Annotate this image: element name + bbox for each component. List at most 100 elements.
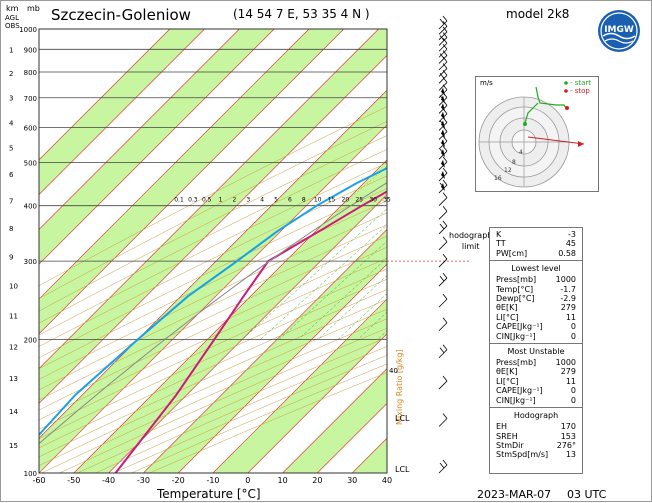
unstable-key: CIN[Jkg⁻¹]: [496, 395, 536, 405]
pressure-tick-label: 800: [24, 69, 37, 77]
mixing-ratio-tick-label: 20: [342, 197, 350, 204]
dry-adiabat: [39, 246, 387, 411]
unstable-row: CAPE[Jkg⁻¹] 0: [490, 386, 582, 395]
temperature-tick-label: 40: [382, 476, 392, 485]
isotherm-line: [177, 263, 387, 473]
km-tick-label: 4: [9, 119, 14, 127]
level-40-label: 40: [389, 367, 398, 375]
km-tick-label: 7: [9, 198, 13, 206]
unstable-value: 11: [565, 376, 576, 386]
pressure-tick-label: 100: [24, 470, 37, 478]
pressure-tick-label: 600: [24, 125, 37, 133]
hodo-value: 170: [560, 422, 576, 432]
isotherm-line: [39, 29, 310, 300]
wind-barb: [438, 117, 448, 131]
indices-unstable: Press[mb] 1000 θE[K] 279 LI[°C] 11 CAPE[Jkg⁻¹]…: [490, 358, 582, 405]
dewpoint-profile: [39, 166, 387, 437]
mixing-ratio-tick-label: 4: [260, 197, 264, 204]
lcl-label-lower: LCL: [395, 465, 410, 474]
km-label: km: [6, 4, 19, 13]
temperature-tick-label: -10: [206, 476, 219, 485]
hodo-ring-8: 8: [512, 159, 516, 166]
most-unstable-title: Most Unstable: [507, 347, 565, 357]
mixing-ratio-tick-label: 0.3: [188, 197, 198, 204]
hodo-row: EH 170: [490, 422, 582, 431]
isotherm-line: [143, 228, 387, 473]
unstable-key: θE[K]: [496, 367, 518, 377]
lowest-value: 0: [570, 322, 576, 332]
km-tick-label: 2: [9, 70, 13, 78]
top-key: TT: [496, 239, 506, 249]
unstable-value: 0: [570, 386, 576, 396]
mixing-ratio-tick-label: 1: [219, 197, 223, 204]
hodo-row: StmSpd[m/s] 13: [490, 450, 582, 459]
km-tick-label: 6: [9, 171, 14, 179]
temperature-tick-label: -20: [172, 476, 185, 485]
pressure-tick-label: 400: [24, 203, 37, 211]
km-tick-label: 3: [9, 94, 13, 102]
dry-adiabat: [39, 120, 387, 299]
isotherm-band: [39, 29, 387, 404]
unstable-row: θE[K] 279: [490, 367, 582, 376]
unstable-value: 279: [560, 367, 576, 377]
dry-adiabat: [39, 212, 387, 380]
temperature-profile: [114, 190, 387, 473]
moist-adiabat: [260, 224, 387, 340]
lowest-row: CAPE[Jkg⁻¹] 0: [490, 322, 582, 331]
hodo-value: 153: [560, 431, 576, 441]
hodo-key: StmDir: [496, 440, 524, 450]
dry-adiabat: [39, 289, 387, 449]
wind-barb: [438, 459, 448, 474]
mb-label: mb: [27, 4, 40, 13]
km-tick-label: 15: [9, 442, 18, 450]
wind-barb: [438, 206, 448, 220]
mixing-ratio-tick-label: 8: [302, 197, 306, 204]
unstable-row: Press[mb] 1000: [490, 358, 582, 367]
lowest-row: CIN[Jkg⁻¹] 0: [490, 332, 582, 341]
dry-adiabat: [39, 278, 387, 439]
svg-text:IMGW: IMGW: [604, 25, 634, 35]
wind-barb: [438, 135, 448, 150]
isotherm-line: [39, 29, 205, 196]
wind-barb: [438, 167, 448, 182]
temperature-tick-label: 30: [347, 476, 357, 485]
temperature-tick-label: -50: [67, 476, 80, 485]
isotherm-line: [39, 124, 387, 473]
lowest-row: Press[mb] 1000: [490, 275, 582, 284]
hodograph-limit-text: hodograph limit: [449, 231, 493, 251]
mixing-ratio-tick-label: 30: [369, 197, 377, 204]
dry-adiabat: [39, 188, 387, 359]
isotherm-line: [39, 29, 240, 230]
dry-adiabat: [39, 175, 387, 347]
km-tick-label: 14: [9, 408, 18, 416]
hodo-value: 13: [565, 450, 576, 460]
unstable-key: LI[°C]: [496, 376, 519, 386]
mixing-ratio-tick-label: 3: [246, 197, 250, 204]
wind-barb: [438, 192, 448, 206]
lowest-key: CIN[Jkg⁻¹]: [496, 331, 536, 341]
wind-barb: [438, 21, 448, 35]
wind-barb: [438, 26, 448, 41]
unstable-value: 1000: [555, 358, 576, 368]
dry-adiabat: [39, 149, 387, 324]
pressure-tick-label: 1000: [19, 26, 37, 34]
wind-barb: [438, 179, 448, 194]
unstable-row: LI[°C] 11: [490, 377, 582, 386]
isotherm-line: [282, 368, 387, 473]
top-row: PW[cm] 0.58: [490, 249, 582, 258]
temperature-tick-label: 20: [312, 476, 322, 485]
isotherm-line: [212, 298, 387, 473]
mixing-ratio-tick-label: 25: [355, 197, 363, 204]
lowest-row: LI[°C] 11: [490, 313, 582, 322]
hodo-ring-16: 16: [494, 175, 502, 182]
mixing-ratio-tick-label: 0.5: [202, 197, 212, 204]
temperature-tick-label: 0: [245, 476, 250, 485]
unstable-row: CIN[Jkg⁻¹] 0: [490, 396, 582, 405]
wind-barb: [438, 44, 448, 58]
station-title: Szczecin-Goleniow: [51, 6, 191, 24]
hodo-row: StmDir 276°: [490, 441, 582, 450]
isotherm-line: [39, 89, 387, 439]
lowest-key: Press[mb]: [496, 275, 537, 285]
dry-adiabat: [39, 135, 387, 312]
isotherm-line: [39, 29, 379, 370]
